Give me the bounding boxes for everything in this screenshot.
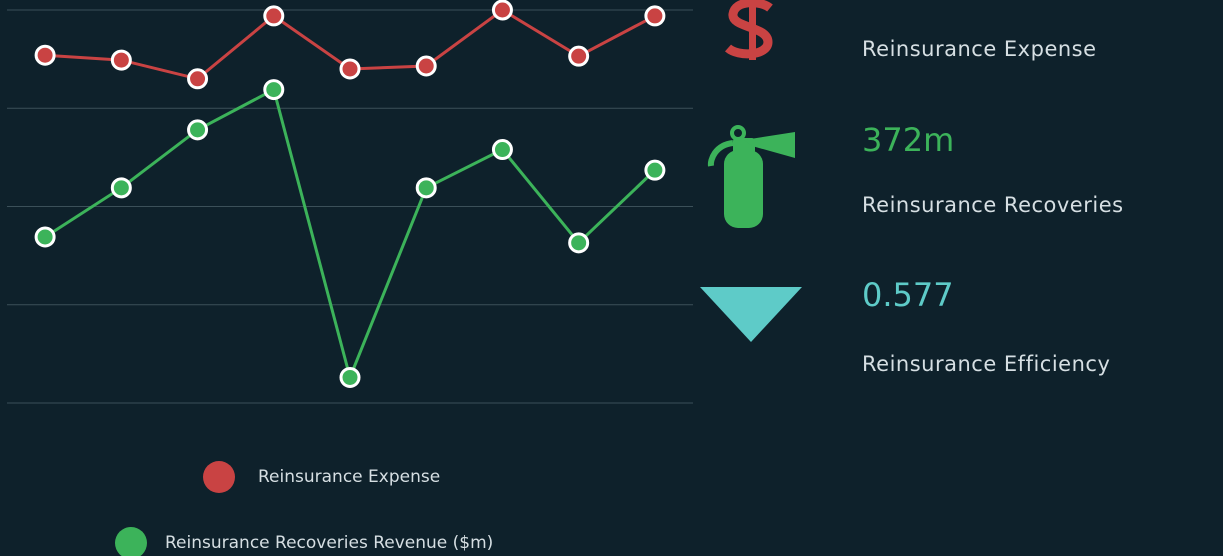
- data-point: [263, 79, 285, 101]
- data-point: [568, 45, 590, 67]
- data-point: [34, 44, 56, 66]
- kpi-label: Reinsurance Recoveries: [862, 193, 1124, 217]
- chart: Reinsurance Expense Reinsurance Recoverie…: [7, 0, 693, 556]
- kpi-label: Reinsurance Efficiency: [862, 352, 1110, 376]
- legend-label: Reinsurance Recoveries Revenue ($m): [165, 533, 493, 553]
- data-point: [110, 49, 132, 71]
- data-point: [568, 232, 590, 254]
- data-point: [644, 159, 666, 181]
- legend-swatch: [203, 461, 235, 493]
- data-point: [339, 366, 361, 388]
- data-point: [415, 55, 437, 77]
- extinguisher-icon: [707, 125, 795, 228]
- data-point: [187, 119, 209, 141]
- data-point: [415, 177, 437, 199]
- data-point: [644, 5, 666, 27]
- series-line: [44, 87, 656, 383]
- data-point: [110, 177, 132, 199]
- down-triangle-icon: [700, 287, 802, 342]
- data-point: [187, 68, 209, 90]
- data-point: [34, 226, 56, 248]
- data-point: [491, 0, 513, 21]
- kpi-value: 0.577: [862, 276, 954, 314]
- kpi-value: 372m: [862, 121, 954, 159]
- data-point: [339, 58, 361, 80]
- legend-label: Reinsurance Expense: [258, 467, 440, 487]
- legend-swatch: [115, 527, 147, 556]
- kpi-label: Reinsurance Expense: [862, 37, 1097, 61]
- dollar-icon-bar: [749, 0, 756, 60]
- data-point: [263, 5, 285, 27]
- data-point: [491, 139, 513, 161]
